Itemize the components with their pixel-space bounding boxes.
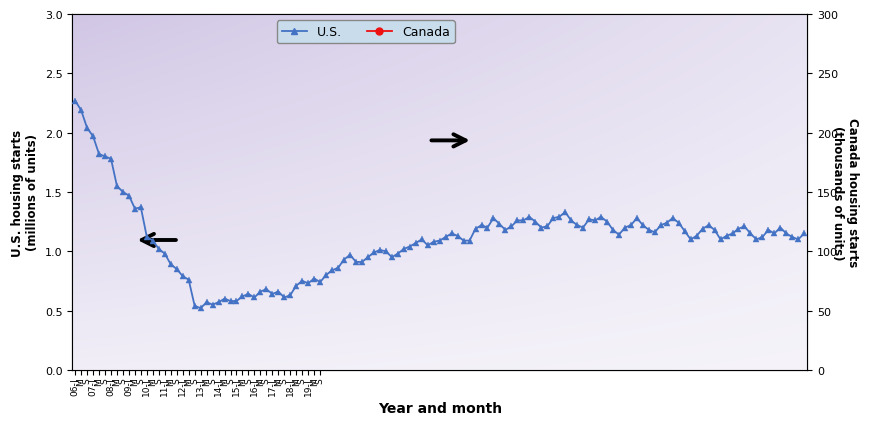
Canada xyxy=(344,69,355,75)
U.S. xyxy=(142,235,152,240)
Canada xyxy=(70,74,80,79)
Legend: U.S., Canada: U.S., Canada xyxy=(276,21,454,44)
Canada xyxy=(673,101,683,106)
Canada xyxy=(207,237,217,242)
Line: U.S.: U.S. xyxy=(72,98,806,311)
U.S. xyxy=(70,99,80,104)
Canada xyxy=(111,93,122,98)
Y-axis label: Canada housing starts
(thousands of units): Canada housing starts (thousands of unit… xyxy=(830,118,858,267)
U.S. xyxy=(798,231,808,236)
Y-axis label: U.S. housing starts
(millions of units): U.S. housing starts (millions of units) xyxy=(11,129,39,256)
Canada xyxy=(798,137,808,142)
U.S. xyxy=(285,293,295,298)
X-axis label: Year and month: Year and month xyxy=(377,401,501,415)
U.S. xyxy=(667,216,677,221)
U.S. xyxy=(392,251,402,256)
U.S. xyxy=(111,184,122,189)
Canada xyxy=(142,98,152,103)
Canada xyxy=(285,140,295,145)
Canada xyxy=(154,98,164,103)
Canada xyxy=(398,129,408,134)
U.S. xyxy=(154,247,164,252)
U.S. xyxy=(196,306,206,311)
Line: Canada: Canada xyxy=(72,69,806,243)
